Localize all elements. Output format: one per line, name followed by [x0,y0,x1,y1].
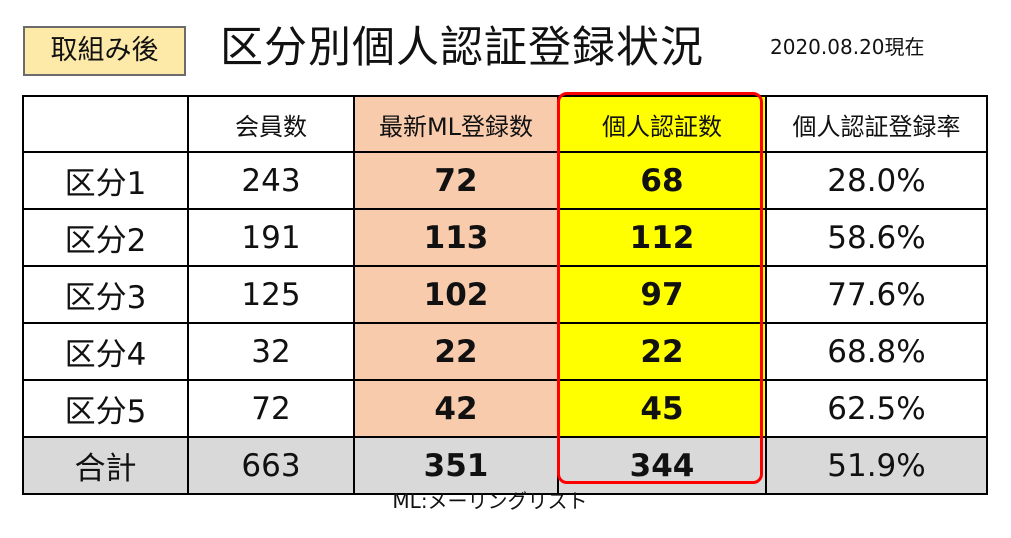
header-members: 会員数 [187,95,355,153]
ml-cell: 72 [353,151,559,210]
rate-cell: 77.6% [765,265,988,324]
members-cell: 243 [187,151,355,210]
auth-cell: 68 [557,151,767,210]
row-label: 区分4 [22,322,189,381]
rate-cell: 58.6% [765,208,988,267]
total-auth: 344 [557,436,767,495]
ml-cell: 102 [353,265,559,324]
members-cell: 72 [187,379,355,438]
status-badge: 取組み後 [23,26,186,76]
row-label: 区分2 [22,208,189,267]
auth-cell: 97 [557,265,767,324]
total-row: 合計 663 351 344 51.9% [22,436,988,495]
registration-table: 会員数 最新ML登録数 個人認証数 個人認証登録率 区分1 243 72 68 … [22,95,988,495]
footnote: ML:メーリングリスト [392,489,588,513]
total-members: 663 [187,436,355,495]
table-row: 区分3 125 102 97 77.6% [22,265,988,324]
table-row: 区分5 72 42 45 62.5% [22,379,988,438]
auth-cell: 22 [557,322,767,381]
members-cell: 32 [187,322,355,381]
auth-cell: 45 [557,379,767,438]
row-label: 区分3 [22,265,189,324]
row-label: 区分1 [22,151,189,210]
rate-cell: 68.8% [765,322,988,381]
header-personal-auth: 個人認証数 [557,95,767,153]
row-label: 区分5 [22,379,189,438]
table-row: 区分2 191 113 112 58.6% [22,208,988,267]
header-cell-empty [22,95,189,153]
members-cell: 125 [187,265,355,324]
ml-cell: 22 [353,322,559,381]
members-cell: 191 [187,208,355,267]
header-auth-rate: 個人認証登録率 [765,95,988,153]
header-ml-registrations: 最新ML登録数 [353,95,559,153]
auth-cell: 112 [557,208,767,267]
total-rate: 51.9% [765,436,988,495]
table-row: 区分4 32 22 22 68.8% [22,322,988,381]
total-label: 合計 [22,436,189,495]
rate-cell: 62.5% [765,379,988,438]
table-header-row: 会員数 最新ML登録数 個人認証数 個人認証登録率 [22,95,988,153]
as-of-date: 2020.08.20現在 [770,35,925,59]
page-title: 区分別個人認証登録状況 [220,23,704,73]
registration-table-container: 会員数 最新ML登録数 個人認証数 個人認証登録率 区分1 243 72 68 … [22,95,988,495]
ml-cell: 42 [353,379,559,438]
table-row: 区分1 243 72 68 28.0% [22,151,988,210]
total-ml: 351 [353,436,559,495]
rate-cell: 28.0% [765,151,988,210]
ml-cell: 113 [353,208,559,267]
